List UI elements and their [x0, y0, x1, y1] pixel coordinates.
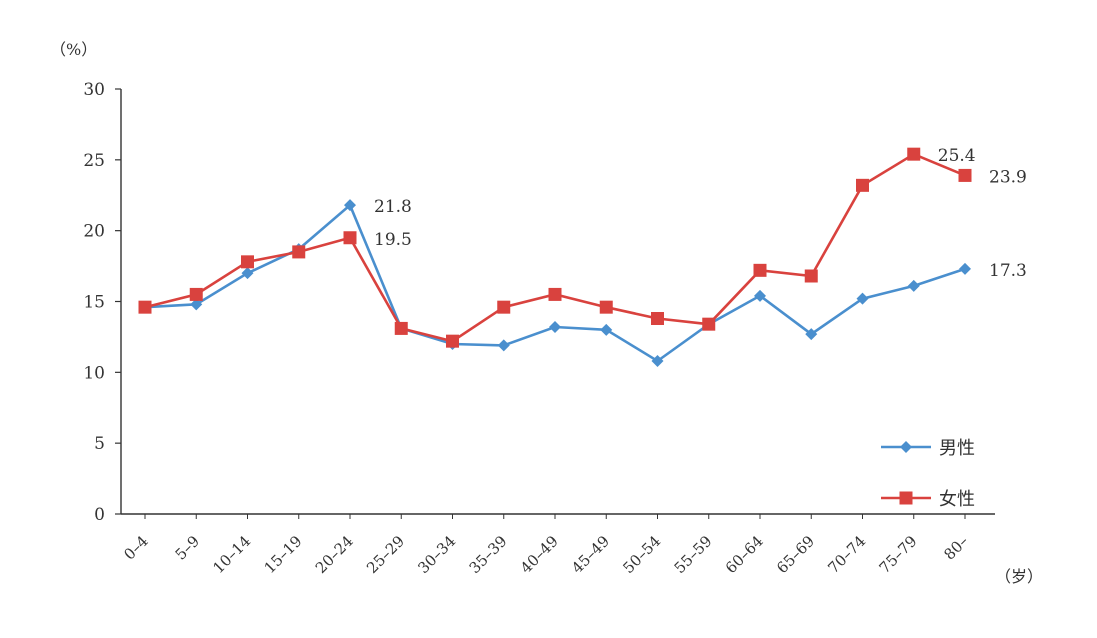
data-point	[190, 298, 203, 311]
data-point	[394, 321, 408, 335]
y-tick-label: 10	[83, 363, 105, 383]
x-tick-label: 5–9	[172, 532, 204, 564]
data-point	[805, 328, 818, 341]
x-tick-label: 50–54	[619, 532, 664, 577]
data-point	[189, 287, 203, 301]
data-point	[651, 312, 664, 325]
data-point	[599, 300, 613, 314]
series-line	[144, 203, 966, 363]
legend-label: 男性	[939, 438, 975, 459]
data-label: 21.8	[374, 197, 412, 217]
series-female	[138, 147, 972, 348]
x-axis-ticks: 0–4 5–9 10–14 15–19 20–24 25–29 30–34 35–39 40–4…	[120, 514, 972, 577]
legend-marker	[899, 491, 913, 505]
y-axis-unit: （%）	[50, 40, 97, 59]
x-tick-label: 25–29	[363, 532, 408, 577]
data-point	[804, 269, 818, 283]
data-point	[343, 231, 357, 245]
series-male	[139, 199, 971, 367]
x-axis-unit: （岁）	[995, 567, 1043, 586]
data-point	[754, 289, 766, 302]
data-point	[497, 339, 510, 352]
x-tick-label: 20–24	[312, 532, 357, 577]
data-point	[856, 292, 869, 305]
x-tick-label: 0–4	[120, 532, 152, 564]
y-tick-label: 20	[83, 222, 105, 242]
x-tick-label: 70–74	[824, 532, 869, 577]
legend-label: 女性	[939, 489, 975, 510]
data-label: 17.3	[989, 261, 1027, 281]
data-point	[907, 279, 920, 292]
data-label: 25.4	[938, 146, 976, 166]
data-point	[138, 300, 152, 314]
x-tick-label: 45–49	[568, 532, 613, 577]
data-label: 19.5	[374, 230, 412, 250]
data-point	[548, 287, 562, 301]
x-tick-label: 60–64	[722, 532, 767, 577]
data-point	[446, 334, 459, 348]
y-tick-label: 15	[83, 293, 105, 313]
data-point	[702, 317, 716, 331]
y-axis-ticks: 0 5 10 15 20 25 30	[83, 80, 121, 525]
y-tick-label: 0	[94, 505, 105, 525]
data-point	[241, 267, 254, 280]
data-label: 23.9	[989, 167, 1027, 187]
data-point	[549, 321, 561, 333]
data-point	[600, 323, 613, 336]
y-tick-label: 5	[94, 434, 105, 454]
y-tick-label: 25	[83, 151, 105, 171]
y-tick-label: 30	[83, 80, 105, 100]
x-tick-label: 15–19	[261, 532, 306, 577]
x-tick-label: 80–	[940, 532, 972, 564]
series-layer	[138, 147, 972, 367]
data-point	[292, 245, 306, 259]
x-tick-label: 55–59	[671, 532, 716, 577]
x-tick-label: 75–79	[876, 532, 921, 577]
data-labels: 21.8 19.5 25.4 23.9 17.3	[374, 146, 1027, 281]
x-tick-label: 65–69	[773, 532, 818, 577]
data-point	[856, 178, 869, 192]
x-tick-label: 35–39	[466, 532, 511, 577]
data-point	[753, 263, 767, 277]
x-tick-label: 40–49	[517, 532, 562, 577]
data-point	[241, 255, 254, 269]
data-point	[958, 168, 972, 182]
data-point	[959, 262, 971, 275]
x-tick-label: 30–34	[414, 532, 459, 577]
legend-marker	[900, 441, 912, 453]
data-point	[344, 199, 356, 212]
x-tick-label: 10–14	[209, 532, 254, 577]
data-point	[651, 355, 664, 367]
data-point	[907, 147, 921, 161]
data-point	[497, 300, 511, 314]
